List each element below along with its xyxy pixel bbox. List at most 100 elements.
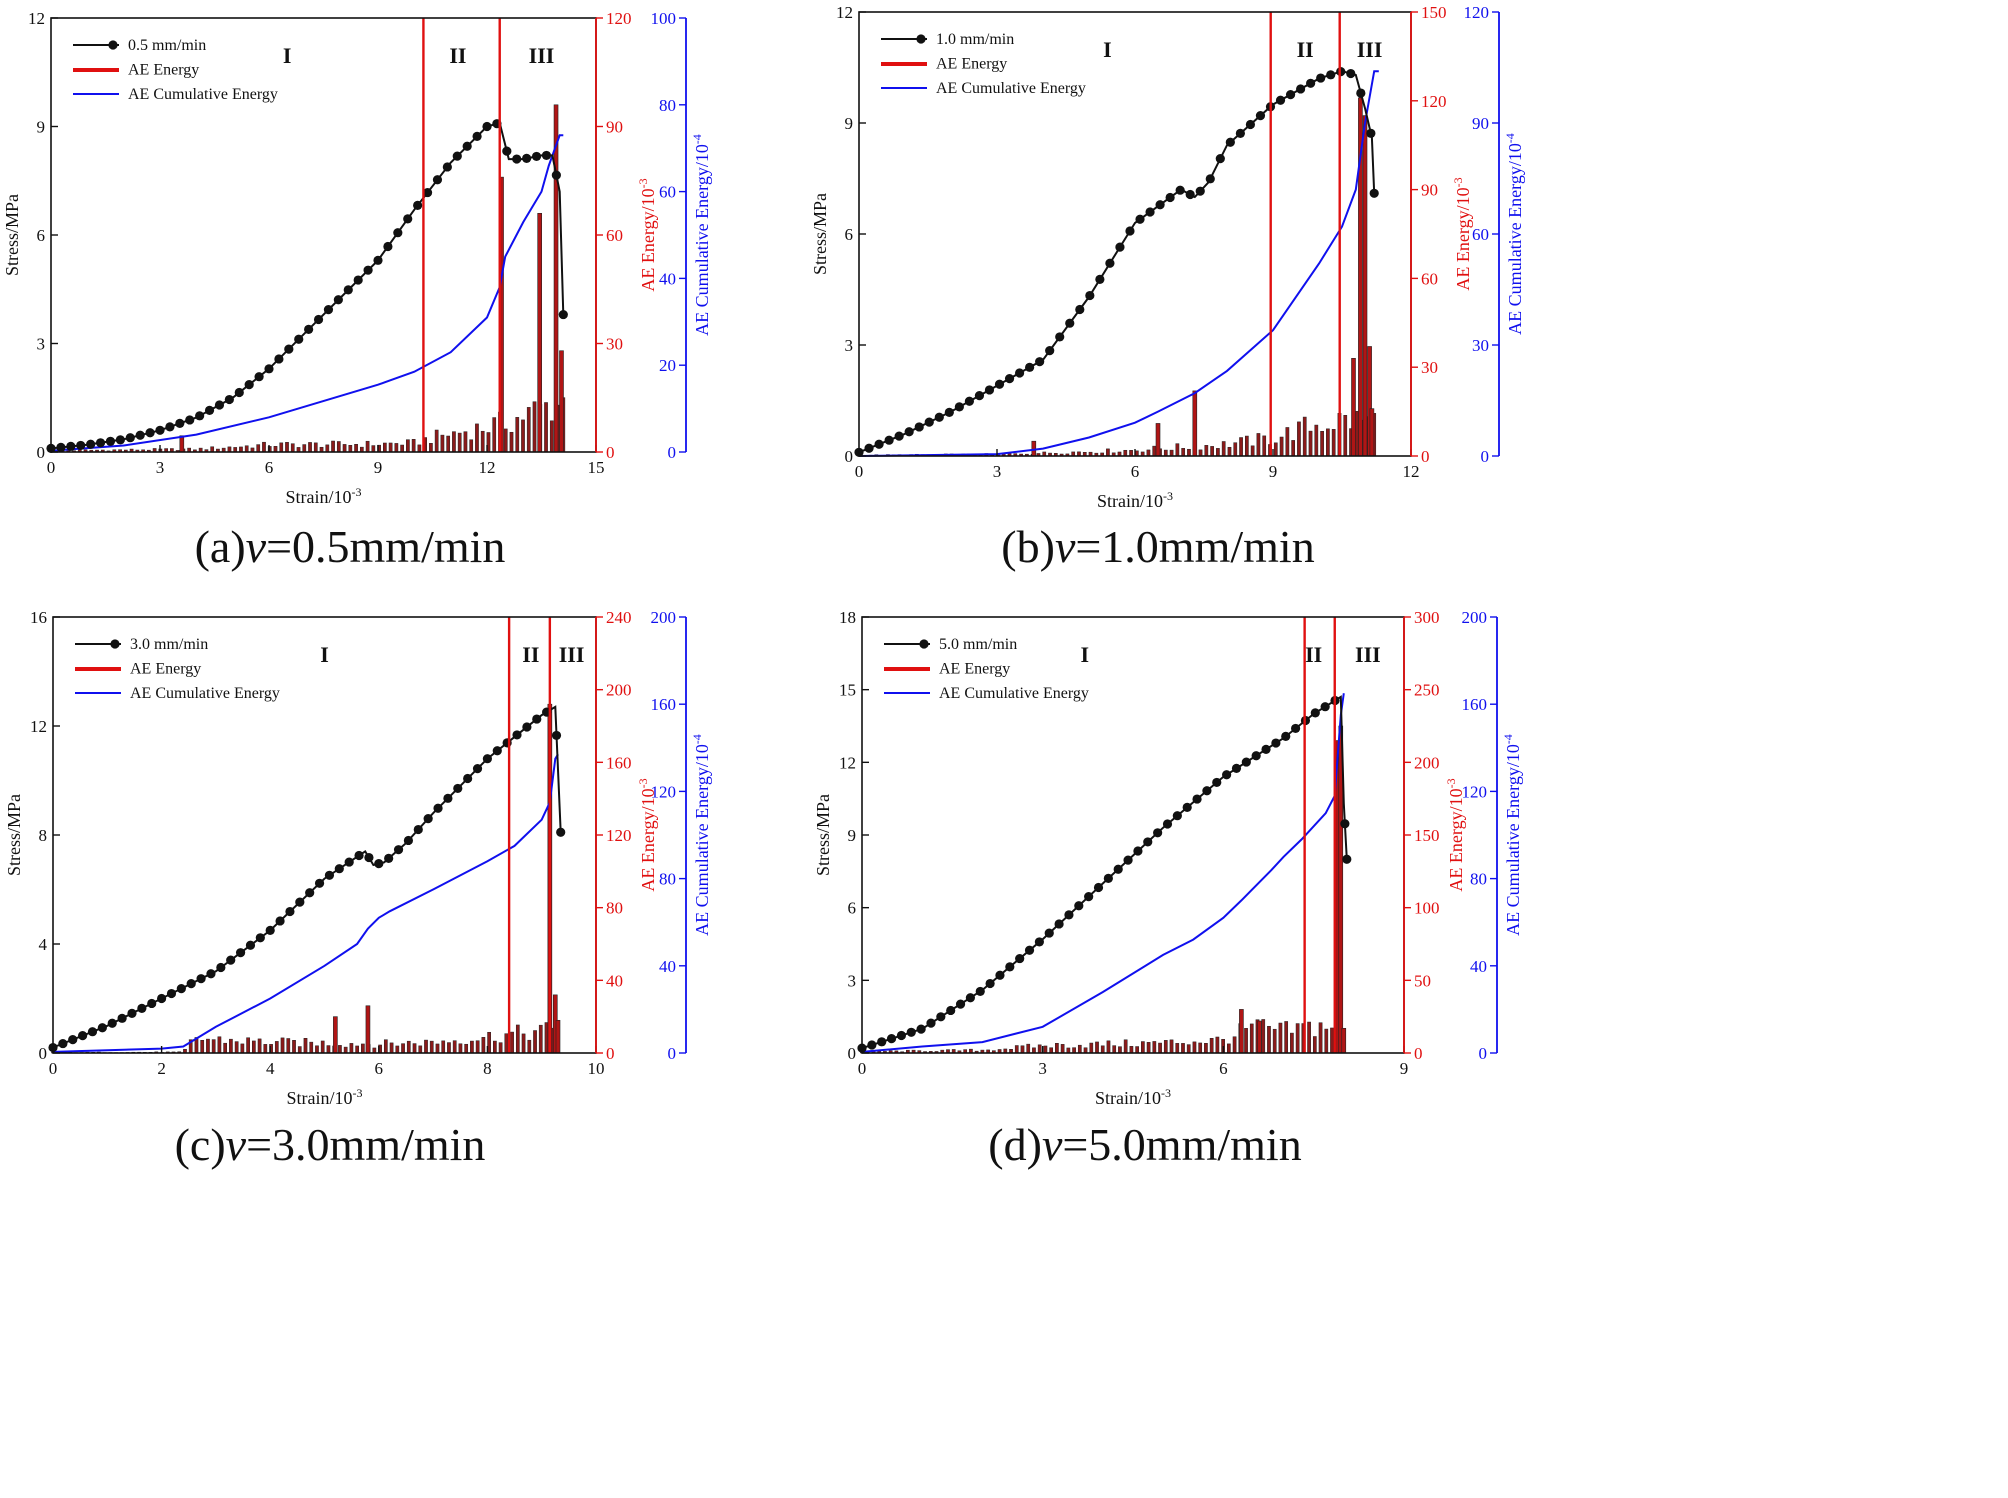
stress-marker <box>1255 111 1266 121</box>
stress-marker <box>1074 901 1084 911</box>
stress-marker <box>502 738 512 748</box>
legend-stress-marker <box>919 639 929 649</box>
stress-marker <box>195 411 205 421</box>
y3-axis-label: AE Cumulative Energy/10-4 <box>1501 734 1523 936</box>
stress-marker <box>364 852 374 863</box>
y-tick-label: 12 <box>836 3 853 22</box>
caption-variable: v <box>246 521 267 572</box>
x-tick-label: 0 <box>855 462 864 481</box>
ae-energy-bar <box>1014 1045 1019 1054</box>
panel-caption: (b)v=1.0mm/min <box>1001 521 1314 572</box>
y-tick-label: 9 <box>848 826 857 845</box>
stage-label: I <box>283 43 292 68</box>
ae-energy-bar <box>388 442 393 453</box>
ae-energy-bar <box>1261 1019 1266 1054</box>
ae-energy-bar <box>338 1045 342 1054</box>
ae-energy-bar <box>1244 435 1249 457</box>
ae-energy-bar <box>1227 446 1232 457</box>
ae-energy-bar <box>412 1043 417 1054</box>
stress-marker <box>313 314 324 325</box>
x-tick-label: 0 <box>49 1059 58 1078</box>
ae-energy-bar <box>1192 1041 1197 1054</box>
ae-energy-bar <box>234 1041 239 1054</box>
plot-frame <box>861 616 1405 1054</box>
stress-marker <box>86 439 96 449</box>
stress-marker <box>76 440 86 451</box>
stress-marker <box>1165 192 1175 203</box>
ae-energy-bar <box>1198 449 1203 457</box>
ae-energy-bar <box>1158 1042 1162 1054</box>
stress-marker <box>914 422 924 432</box>
stress-marker <box>285 906 295 917</box>
stress-marker <box>904 427 914 437</box>
y2-tick-label: 0 <box>606 1044 615 1063</box>
x-tick-label: 0 <box>47 458 56 477</box>
stress-marker <box>1045 346 1055 356</box>
y-tick-label: 0 <box>37 443 46 462</box>
stress-marker <box>944 407 954 418</box>
stress-marker <box>353 275 363 285</box>
stress-marker <box>1075 304 1085 315</box>
y3-tick-label: 40 <box>659 957 676 976</box>
ae-energy-bar <box>229 1038 233 1054</box>
stress-marker <box>1065 318 1075 328</box>
ae-energy-bar <box>475 1040 480 1054</box>
ae-energy-bar <box>1326 428 1330 457</box>
stress-marker <box>87 1027 98 1037</box>
y2-tick-label: 150 <box>1421 3 1447 22</box>
stress-marker <box>874 439 884 449</box>
stress-marker <box>432 175 443 185</box>
ae-energy-bar <box>1152 445 1157 457</box>
stage-label: II <box>449 43 466 68</box>
caption-value: =5.0mm/min <box>1062 1119 1301 1170</box>
ae-cumulative-line <box>858 70 1379 457</box>
ae-energy-bar <box>244 445 249 453</box>
legend-entry: AE Cumulative Energy <box>130 685 280 702</box>
ae-energy-bar <box>463 431 468 453</box>
stress-marker <box>137 1003 147 1014</box>
y3-tick-label: 120 <box>1462 782 1488 801</box>
ae-energy-bar <box>200 1040 205 1054</box>
stress-marker <box>1251 751 1261 761</box>
stress-marker <box>354 850 364 861</box>
ae-energy-bar <box>429 1040 434 1054</box>
stress-marker <box>107 1018 117 1028</box>
ae-energy-bar <box>217 1036 222 1054</box>
ae-energy-bars <box>857 97 1377 457</box>
ae-energy-bar <box>349 1043 354 1054</box>
y-tick-label: 9 <box>845 114 854 133</box>
stress-marker <box>1162 819 1173 829</box>
ae-energy-bar <box>1278 1022 1283 1054</box>
ae-energy-spike <box>559 350 564 453</box>
legend-entry: AE Energy <box>128 62 199 79</box>
stress-marker <box>214 400 225 410</box>
stress-marker <box>975 986 985 997</box>
stress-marker <box>512 154 522 164</box>
ae-energy-spike <box>179 435 185 453</box>
ae-energy-bars <box>860 725 1347 1054</box>
y2-tick-label: 0 <box>1414 1044 1423 1063</box>
y2-tick-label: 0 <box>1421 447 1430 466</box>
ae-energy-bar <box>348 445 353 453</box>
y2-tick-label: 160 <box>606 753 632 772</box>
stress-marker <box>294 334 304 344</box>
stress-marker <box>175 418 185 428</box>
ae-energy-bar <box>1307 1021 1311 1054</box>
y3-tick-label: 80 <box>1470 870 1487 889</box>
ae-energy-bar <box>262 441 266 453</box>
ae-energy-bar <box>1089 1042 1094 1054</box>
ae-energy-bar <box>1043 1045 1048 1054</box>
y3-tick-label: 80 <box>659 870 676 889</box>
y2-tick-label: 200 <box>1414 753 1440 772</box>
ae-energy-bar <box>1284 1021 1289 1054</box>
ae-energy-bar <box>1123 449 1128 457</box>
ae-energy-bar <box>256 444 261 453</box>
stress-marker <box>1093 882 1104 893</box>
stress-marker <box>95 438 106 448</box>
stage-label: I <box>1081 642 1090 667</box>
y-tick-label: 16 <box>30 608 47 627</box>
stress-marker <box>924 417 934 427</box>
x-tick-label: 0 <box>858 1059 867 1078</box>
stress-marker <box>1105 258 1115 268</box>
